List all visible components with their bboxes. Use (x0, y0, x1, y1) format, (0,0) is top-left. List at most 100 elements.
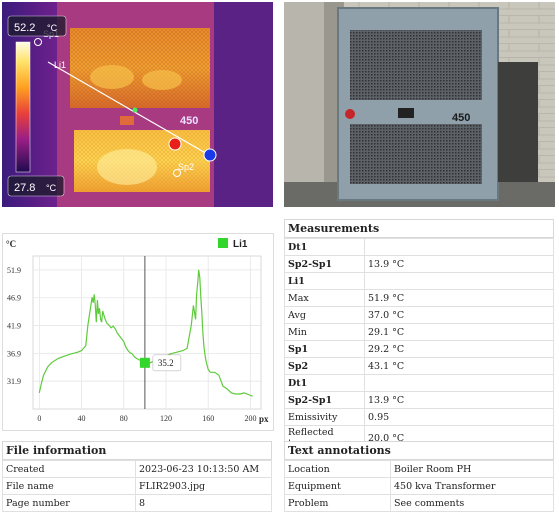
x-tick-label: 0 (37, 414, 41, 423)
min-temp-unit: °C (46, 183, 57, 193)
thermal-image: 450 Sp1 Li1 Sp2 52.2 °C 27.8 °C (2, 2, 273, 207)
temperature-scale-bar (15, 41, 31, 173)
file-information-title: File information (2, 441, 272, 460)
annotation-value: 450 kva Transformer (390, 477, 554, 495)
measurement-label: Sp2 (284, 357, 365, 375)
max-temp-box (7, 15, 67, 37)
measurement-row: Li1 (284, 272, 554, 290)
measurement-label: Dt1 (284, 238, 365, 256)
sp2-marker (173, 169, 181, 177)
measurement-value: 37.0 °C (364, 306, 554, 324)
file-information-table: Created 2023-06-23 10:13:50 AM File name FL… (2, 460, 272, 512)
file-info-value: 2023-06-23 10:13:50 AM (135, 460, 272, 478)
file-info-label: Created (2, 460, 136, 478)
text-annotations-table: Location Boiler Room PH Equipment 450 kva T… (284, 460, 554, 512)
annotation-row: Location Boiler Room PH (284, 460, 554, 478)
measurement-value: 0.95 (364, 408, 554, 426)
annotation-row: Problem See comments (284, 494, 554, 512)
thermal-image-canvas: 450 Sp1 Li1 Sp2 52.2 °C 27.8 °C (2, 2, 273, 207)
x-tick-label: 80 (120, 414, 128, 423)
file-info-row: Created 2023-06-23 10:13:50 AM (2, 460, 272, 478)
measurement-label: Emissivity (284, 408, 365, 426)
measurement-value: 43.1 °C (364, 357, 554, 375)
file-info-label: File name (2, 477, 136, 495)
measurement-row: Sp2 43.1 °C (284, 357, 554, 375)
measurement-value (364, 238, 554, 256)
measurement-row: Sp2-Sp1 13.9 °C (284, 255, 554, 273)
visual-photo-canvas: 450 (284, 2, 555, 207)
measurement-value: 29.1 °C (364, 323, 554, 341)
li1-line (47, 61, 210, 156)
measurement-row: Dt1 (284, 238, 554, 256)
y-tick-label: 51.9 (7, 266, 21, 275)
li1-midpoint-marker (132, 107, 138, 113)
sp1-marker (34, 38, 42, 46)
measurement-label: Max (284, 289, 365, 307)
file-information-panel: File information Created 2023-06-23 10:13… (2, 441, 272, 512)
measurements-table: Dt1 Sp2-Sp1 13.9 °C Li1 Max 51.9 °C Avg 37.0 °C… (284, 238, 554, 451)
x-tick-label: 200 (244, 414, 256, 423)
measurement-value: 13.9 °C (364, 391, 554, 409)
measurement-label: Avg (284, 306, 365, 324)
measurement-value (364, 272, 554, 290)
measurement-row: Avg 37.0 °C (284, 306, 554, 324)
measurement-value: 29.2 °C (364, 340, 554, 358)
measurement-label: Dt1 (284, 374, 365, 392)
measurement-row: Max 51.9 °C (284, 289, 554, 307)
annotation-label: Problem (284, 494, 391, 512)
legend-label: Li1 (233, 239, 248, 250)
min-temp-value: 27.8 (14, 182, 35, 194)
visual-photo: 450 (284, 2, 555, 207)
measurement-row: Dt1 (284, 374, 554, 392)
text-annotations-title: Text annotations (284, 441, 554, 460)
y-tick-label: 31.9 (7, 377, 21, 386)
annotation-label: Equipment (284, 477, 391, 495)
li1-label: Li1 (54, 60, 66, 70)
y-tick-label: 36.9 (7, 349, 21, 358)
min-temp-box (7, 175, 65, 197)
file-info-label: Page number (2, 494, 136, 512)
tooltip-box (152, 354, 182, 372)
x-unit-label: px (259, 414, 269, 424)
measurement-row: Sp1 29.2 °C (284, 340, 554, 358)
file-info-value: FLIR2903.jpg (135, 477, 272, 495)
measurement-value: 13.9 °C (364, 255, 554, 273)
visual-sign-text: 450 (452, 112, 470, 124)
sp2-label: Sp2 (178, 162, 194, 172)
measurement-row: Sp2-Sp1 13.9 °C (284, 391, 554, 409)
cold-spot-marker (203, 148, 217, 162)
plot-area (32, 255, 262, 410)
file-info-row: Page number 8 (2, 494, 272, 512)
x-tick-label: 120 (160, 414, 172, 423)
x-tick-label: 40 (78, 414, 86, 423)
y-tick-label: 41.9 (7, 322, 21, 331)
chart-svg: °C Li1 51.9 46.9 41.9 36.9 31.9 0 40 80 120 160 2… (6, 238, 269, 424)
max-temp-unit: °C (47, 23, 58, 33)
measurement-value (364, 374, 554, 392)
measurement-label: Sp1 (284, 340, 365, 358)
measurements-panel: Measurements Dt1 Sp2-Sp1 13.9 °C Li1 Max 51.9… (284, 219, 554, 451)
annotation-row: Equipment 450 kva Transformer (284, 477, 554, 495)
measurement-label: Li1 (284, 272, 365, 290)
measurement-label: Sp2-Sp1 (284, 255, 365, 273)
measurement-row: Min 29.1 °C (284, 323, 554, 341)
measurement-label: Min (284, 323, 365, 341)
thermal-sign-text: 450 (180, 115, 198, 127)
measurement-label: Sp2-Sp1 (284, 391, 365, 409)
measurements-title: Measurements (284, 219, 554, 238)
cursor-marker[interactable] (139, 357, 150, 368)
series-li1-line (38, 269, 253, 397)
legend-swatch (218, 238, 228, 248)
line-profile-chart: °C Li1 51.9 46.9 41.9 36.9 31.9 0 40 80 120 160 2… (2, 233, 274, 431)
hot-spot-marker (168, 137, 182, 151)
text-annotations-panel: Text annotations Location Boiler Room PH E… (284, 441, 554, 512)
annotation-label: Location (284, 460, 391, 478)
chart-unit-label: °C (6, 239, 16, 249)
measurement-row: Emissivity 0.95 (284, 408, 554, 426)
annotation-value: Boiler Room PH (390, 460, 554, 478)
measurement-value: 51.9 °C (364, 289, 554, 307)
file-info-row: File name FLIR2903.jpg (2, 477, 272, 495)
max-temp-value: 52.2 (14, 22, 35, 34)
annotation-value: See comments (390, 494, 554, 512)
file-info-value: 8 (135, 494, 272, 512)
